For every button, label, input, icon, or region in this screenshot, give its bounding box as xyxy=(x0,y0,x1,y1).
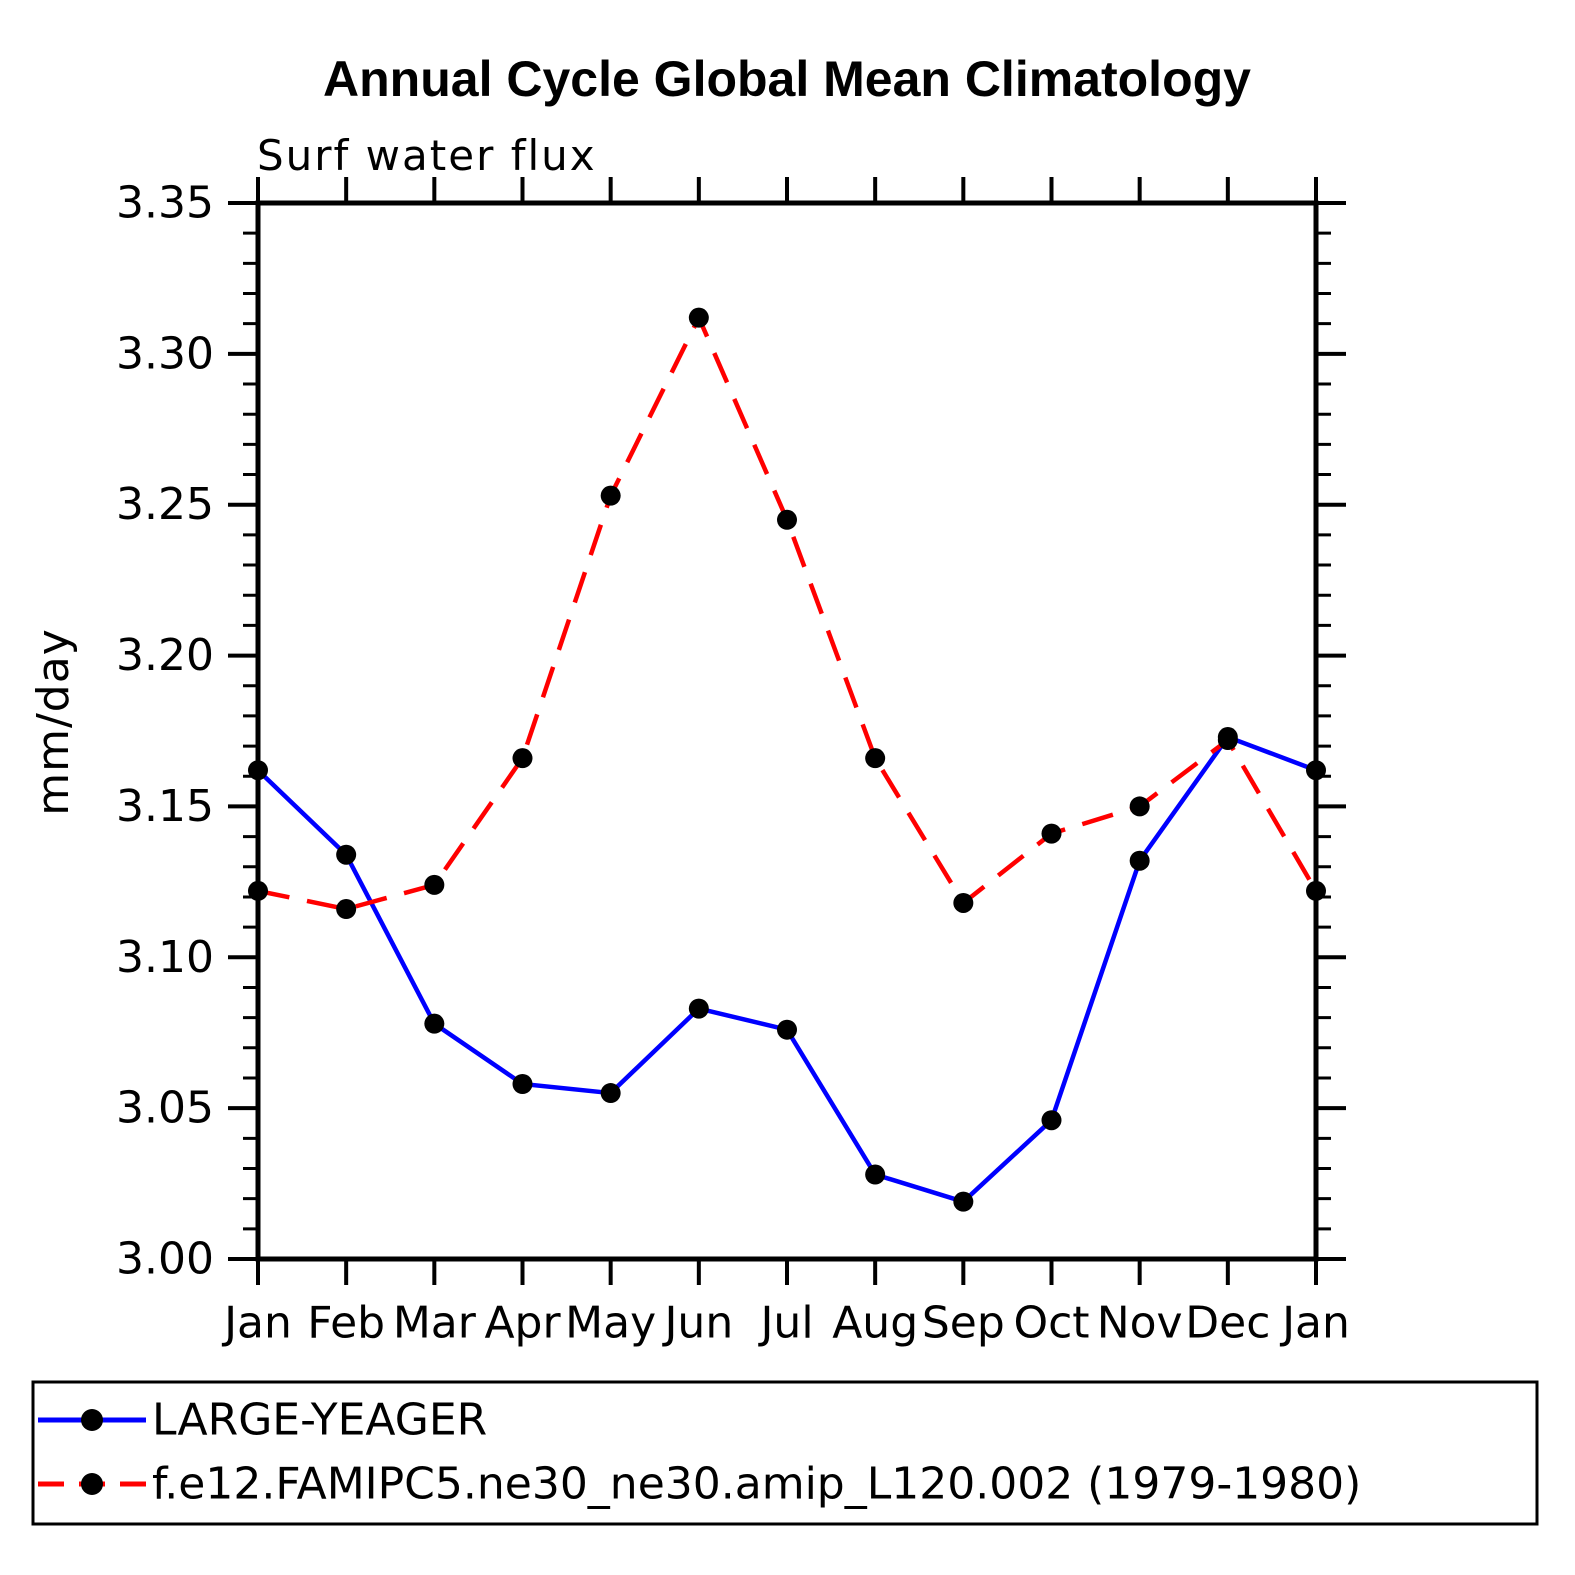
y-axis-tick-label: 3.20 xyxy=(116,630,214,681)
data-point xyxy=(777,509,797,530)
data-point xyxy=(600,485,621,506)
data-point xyxy=(1129,850,1150,871)
data-point xyxy=(424,1013,445,1034)
data-point xyxy=(336,899,357,920)
x-axis-tick-label: Oct xyxy=(1013,1298,1089,1349)
legend-label: LARGE-YEAGER xyxy=(152,1395,487,1446)
data-point xyxy=(424,874,445,895)
x-axis-tick-label: Mar xyxy=(393,1298,477,1349)
data-point xyxy=(1217,730,1238,751)
plot-frame xyxy=(255,200,1319,1262)
x-axis-tick-label: Nov xyxy=(1097,1298,1183,1349)
y-minor-ticks xyxy=(243,231,1331,1231)
x-axis-tick-label: Sep xyxy=(922,1298,1005,1349)
data-point xyxy=(248,760,268,781)
y-axis-label: mm/day xyxy=(28,628,79,815)
data-point xyxy=(1041,823,1062,844)
y-axis-tick-label: 3.10 xyxy=(116,932,214,983)
data-point xyxy=(688,307,709,328)
y-axis-tick-label: 3.00 xyxy=(116,1234,214,1285)
legend-marker xyxy=(81,1409,103,1431)
x-axis-tick-label: Jan xyxy=(1279,1298,1350,1349)
x-axis-tick-label: Apr xyxy=(484,1298,561,1349)
chart-subtitle: Surf water flux xyxy=(257,131,597,180)
y-axis-tick-label: 3.05 xyxy=(116,1083,214,1134)
x-axis-tick-label: Aug xyxy=(832,1298,918,1349)
x-axis-tick-label: Jul xyxy=(757,1298,813,1349)
series-line-1 xyxy=(257,312,1318,912)
x-axis-tick-label: May xyxy=(565,1298,656,1349)
data-point xyxy=(953,892,974,913)
data-point xyxy=(1306,760,1326,781)
data-point xyxy=(865,1164,886,1185)
y-axis-tick-label: 3.35 xyxy=(116,178,214,229)
data-point xyxy=(1129,796,1150,817)
series-line-0 xyxy=(256,734,1317,1205)
y-axis-tick-label: 3.25 xyxy=(116,479,214,530)
data-point xyxy=(600,1083,621,1104)
data-point xyxy=(688,998,709,1019)
legend-box xyxy=(31,1380,1539,1526)
series-group xyxy=(248,307,1326,1212)
data-point xyxy=(865,748,886,769)
x-major-ticks xyxy=(256,177,1318,1285)
data-point xyxy=(512,1074,533,1095)
data-point xyxy=(1041,1110,1062,1131)
data-point xyxy=(953,1191,974,1212)
x-axis-tick-label: Jan xyxy=(221,1298,292,1349)
y-axis-tick-label: 3.30 xyxy=(116,328,214,379)
legend-label: f.e12.FAMIPC5.ne30_ne30.amip_L120.002 (1… xyxy=(152,1459,1361,1510)
data-point xyxy=(1306,880,1326,901)
data-point xyxy=(777,1019,797,1040)
x-axis-tick-label: Jun xyxy=(661,1298,733,1349)
data-point xyxy=(336,844,357,865)
y-axis-tick-label: 3.15 xyxy=(116,781,214,832)
data-point xyxy=(512,748,533,769)
y-major-ticks xyxy=(228,201,1346,1261)
chart-title: Annual Cycle Global Mean Climatology xyxy=(323,51,1251,107)
legend-group: LARGE-YEAGER f.e12.FAMIPC5.ne30_ne30.amip… xyxy=(31,1380,1539,1526)
x-axis-tick-label: Feb xyxy=(307,1298,385,1349)
data-point xyxy=(248,880,268,901)
x-axis-tick-label: Dec xyxy=(1185,1298,1270,1349)
legend-marker xyxy=(81,1473,103,1495)
